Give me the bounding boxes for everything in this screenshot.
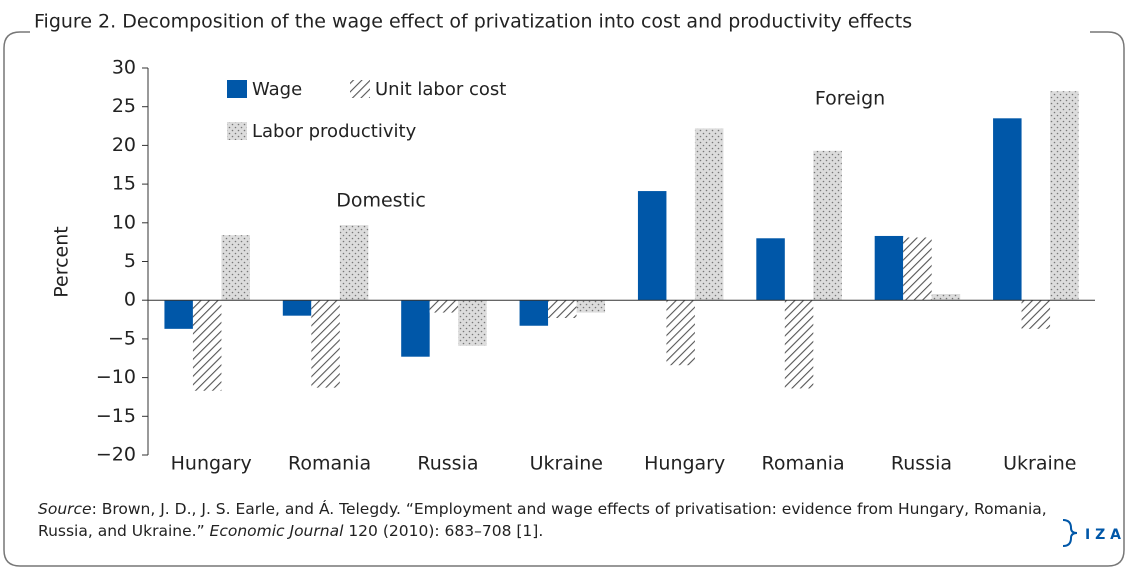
legend-label: Labor productivity [252,121,417,142]
bar [548,300,577,319]
x-tick-label: Hungary [171,453,252,475]
source-text: : Brown, J. D., J. S. Earle, and Á. Tele… [38,500,1047,540]
bar [666,300,695,366]
bar [164,300,193,329]
legend-label: Unit labor cost [375,79,506,100]
bar [221,235,250,301]
bar [458,300,487,346]
bar [756,238,785,301]
bar [931,294,961,301]
x-tick-label: Hungary [644,453,725,475]
x-tick-label: Romania [762,453,845,475]
frame [3,31,1125,567]
source-label: Source [38,500,92,518]
legend-swatch [227,80,247,98]
bar [784,300,814,389]
bar [519,300,549,326]
bar [694,128,724,301]
logo-mark [1062,519,1078,547]
x-tick-label: Russia [417,453,478,475]
y-tick-label: 15 [112,173,136,195]
bar [311,300,340,388]
legend-swatch [350,80,370,98]
bar [1021,300,1051,329]
y-tick-label: −5 [108,327,136,349]
bar [282,300,312,316]
source-note: Source: Brown, J. D., J. S. Earle, and Á… [38,498,1098,542]
x-tick-label: Ukraine [1003,453,1076,475]
x-tick-label: Ukraine [530,453,603,475]
bar [993,118,1022,301]
bar [339,225,369,301]
legend-label: Wage [252,79,302,100]
y-tick-label: 20 [112,134,136,156]
annotation: Domestic [336,190,426,212]
bar [576,300,606,313]
bar [1050,91,1079,301]
bar [874,235,904,301]
y-tick-label: 30 [112,57,136,79]
y-tick-label: 25 [112,95,136,117]
bar [637,191,667,301]
chart-title: Figure 2. Decomposition of the wage effe… [34,11,912,33]
bar [429,300,459,313]
y-tick-label: 5 [124,250,136,272]
source-journal: Economic Journal [209,522,344,540]
x-tick-label: Russia [891,453,952,475]
x-tick-label: Romania [288,453,371,475]
bar [813,150,842,301]
bar [192,300,222,391]
legend-swatch [227,122,247,140]
annotation: Foreign [815,88,885,110]
y-axis-label: Percent [51,226,73,298]
bar [401,300,430,357]
y-tick-label: 10 [112,211,136,233]
y-tick-label: −20 [96,444,136,466]
y-tick-label: 0 [124,289,136,311]
y-tick-label: −10 [96,366,136,388]
y-tick-label: −15 [96,405,136,427]
bar [903,237,932,301]
logo: I Z A [1085,527,1121,543]
source-rest: 120 (2010): 683–708 [1]. [343,522,544,540]
